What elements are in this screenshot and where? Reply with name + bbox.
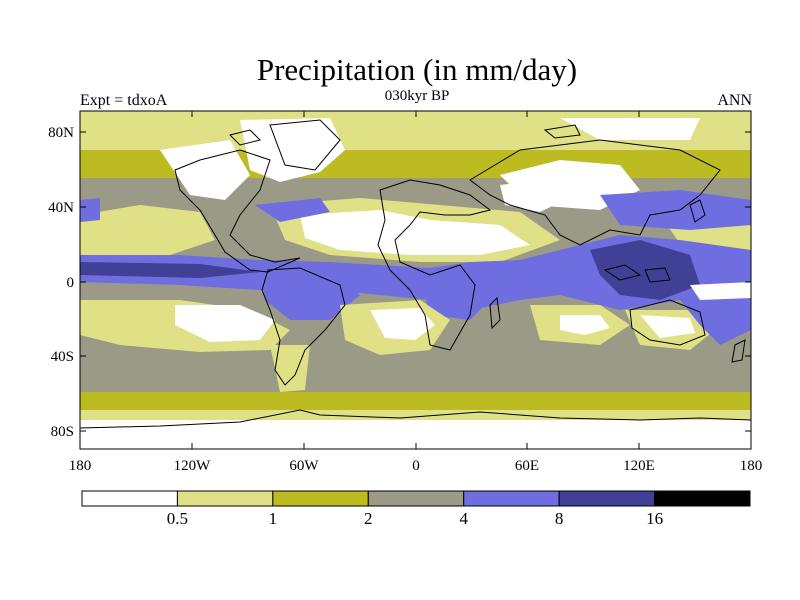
colorbar-swatch xyxy=(654,490,751,507)
coastlines xyxy=(80,119,751,429)
australia-white xyxy=(640,315,695,338)
x-tick-label: 0 xyxy=(412,458,420,474)
x-tick-label: 180 xyxy=(69,458,92,474)
colorbar-label: 16 xyxy=(646,509,663,528)
colorbar-swatch xyxy=(176,490,274,507)
time-label: 030kyr BP xyxy=(384,88,450,104)
npac-west-blue xyxy=(80,198,100,222)
colorbar-swatch xyxy=(272,490,369,507)
congo-blue xyxy=(420,270,495,320)
satl-dry-white xyxy=(370,308,435,340)
sahara-white xyxy=(300,210,530,255)
arctic-white-east xyxy=(560,118,700,140)
colorbar-swatch xyxy=(558,490,656,507)
colorbar-swatch xyxy=(81,490,178,507)
colorbar-swatch xyxy=(367,490,465,507)
y-axis: 80N 40N 0 40S 80S xyxy=(48,125,751,440)
colorbar-label: 4 xyxy=(459,509,468,528)
y-tick-label: 40S xyxy=(51,349,74,365)
natl-storm-blue xyxy=(255,198,330,222)
itcz-dark xyxy=(80,262,260,278)
colorbar: 0.5 1 2 4 8 16 xyxy=(81,490,751,528)
x-tick-label: 120W xyxy=(174,458,212,474)
map-title: Precipitation (in mm/day) xyxy=(256,52,578,87)
y-tick-label: 0 xyxy=(67,275,75,291)
x-tick-label: 60W xyxy=(289,458,319,474)
colorbar-label: 8 xyxy=(555,509,564,528)
spcz-blue xyxy=(680,295,751,345)
x-tick-label: 120E xyxy=(623,458,655,474)
colorbar-swatch xyxy=(463,490,560,507)
spac-east-white xyxy=(690,282,751,300)
x-tick-label: 180 xyxy=(740,458,763,474)
npac-storm-blue xyxy=(600,190,751,230)
canada-dry xyxy=(160,140,250,200)
experiment-label: Expt = tdxoA xyxy=(80,92,168,109)
npac-dry-light xyxy=(80,205,215,258)
x-tick-label: 60E xyxy=(515,458,539,474)
colorbar-label: 2 xyxy=(364,509,373,528)
sind-dry-white xyxy=(560,315,610,335)
y-tick-label: 80N xyxy=(48,125,74,141)
colorbar-label: 1 xyxy=(269,509,278,528)
x-axis: 180 120W 60W 0 60E 120E 180 xyxy=(69,111,763,474)
y-tick-label: 80S xyxy=(51,424,74,440)
patagonia-light xyxy=(270,345,310,392)
colorbar-label: 0.5 xyxy=(167,509,188,528)
spac-dry-white xyxy=(175,305,275,342)
season-label: ANN xyxy=(717,92,752,109)
precipitation-field xyxy=(80,111,751,449)
arabia-white xyxy=(500,180,565,212)
itcz-blue xyxy=(80,235,751,310)
y-tick-label: 40N xyxy=(48,200,74,216)
